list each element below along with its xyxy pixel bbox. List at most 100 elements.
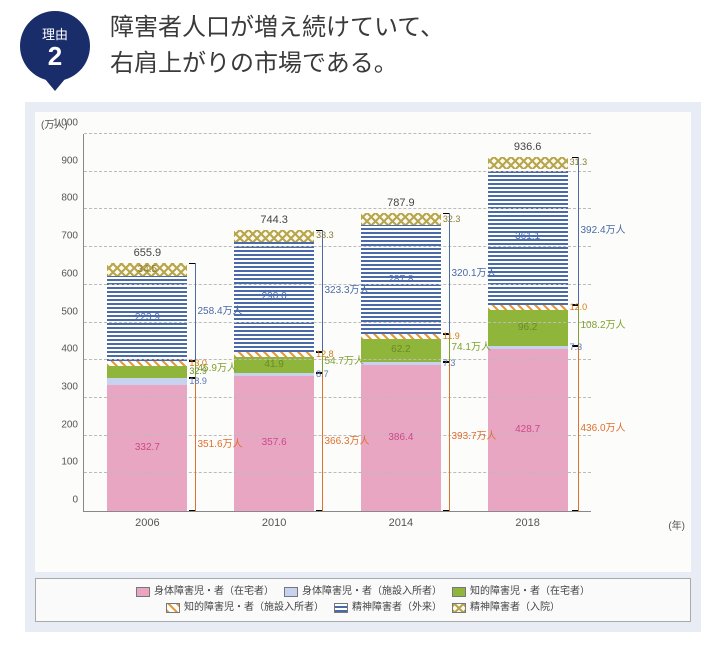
- y-tick: 800: [44, 193, 78, 204]
- callout-label: 258.4万人: [198, 302, 243, 317]
- legend-label: 身体障害児・者（施設入所者）: [302, 584, 442, 600]
- bar-group: 428.77.396.212.0361.131.3936.62018: [488, 157, 568, 511]
- callout-bracket: [190, 378, 196, 511]
- bar-segment-mental_in: 33.3: [234, 230, 314, 243]
- bar-total: 744.3: [260, 214, 288, 226]
- legend-item: 知的障害児・者（在宅者）: [452, 584, 590, 600]
- bar-segment-intel_home: 96.2: [488, 310, 568, 346]
- segment-value: 34.5: [138, 265, 157, 275]
- y-tick: 1,000: [44, 118, 78, 129]
- badge-number: 2: [48, 43, 62, 69]
- callout-label: 320.1万人: [452, 264, 497, 279]
- legend-swatch: [136, 587, 150, 597]
- grid-line: [84, 171, 591, 172]
- callout-bracket: [190, 263, 196, 361]
- x-tick: 2018: [515, 517, 539, 529]
- bar-segment-mental_out: 361.1: [488, 169, 568, 305]
- y-tick: 600: [44, 268, 78, 279]
- legend-label: 身体障害児・者（在宅者）: [154, 584, 274, 600]
- bar-segment-physical_inst: 18.9: [107, 378, 187, 385]
- callout-label: 392.4万人: [581, 221, 626, 236]
- grid-line: [84, 322, 591, 323]
- bar-segment-physical_home: 386.4: [361, 365, 441, 511]
- segment-value: 33.3: [316, 231, 334, 240]
- segment-value: 386.4: [388, 433, 413, 443]
- callout-bracket: [317, 373, 323, 511]
- segment-value: 7.3: [443, 359, 456, 368]
- bar-segment-mental_out: 290.0: [234, 242, 314, 352]
- bar-segment-physical_inst: 7.3: [488, 346, 568, 349]
- x-tick: 2014: [389, 517, 413, 529]
- bar-group: 386.47.362.211.9287.832.3787.92014: [361, 213, 441, 511]
- badge-label: 理由: [42, 24, 68, 43]
- segment-value: 361.1: [515, 232, 540, 242]
- legend-item: 精神障害者（入院）: [452, 600, 560, 616]
- grid-line: [84, 208, 591, 209]
- y-tick: 0: [44, 495, 78, 506]
- title-line-1: 障害者人口が増え続けていて、: [110, 10, 444, 46]
- bar-segment-mental_out: 223.9: [107, 276, 187, 361]
- segment-value: 32.9: [189, 367, 207, 376]
- bar-segment-mental_out: 287.8: [361, 225, 441, 334]
- bar-total: 936.6: [514, 141, 542, 153]
- bar-segment-physical_inst: 7.3: [361, 362, 441, 365]
- reason-badge: 理由 2: [20, 11, 90, 81]
- bar-group: 332.718.932.913.0223.934.5655.92006: [107, 263, 187, 511]
- plot-region: 332.718.932.913.0223.934.5655.92006357.6…: [83, 134, 591, 512]
- bar-segment-intel_inst: 11.9: [361, 334, 441, 338]
- callout-label: 351.6万人: [198, 435, 243, 450]
- y-tick: 200: [44, 419, 78, 430]
- bar-segment-intel_inst: 12.8: [234, 352, 314, 357]
- x-tick: 2010: [262, 517, 286, 529]
- y-tick: 500: [44, 306, 78, 317]
- segment-value: 31.3: [570, 158, 588, 167]
- bar-group: 357.68.741.912.8290.033.3744.32010: [234, 230, 314, 511]
- grid-line: [84, 472, 591, 473]
- grid-line: [84, 246, 591, 247]
- bar-segment-mental_in: 31.3: [488, 157, 568, 169]
- segment-value: 332.7: [135, 443, 160, 453]
- segment-value: 428.7: [515, 425, 540, 435]
- segment-value: 223.9: [135, 313, 160, 323]
- legend-swatch: [284, 587, 298, 597]
- legend-item: 知的障害児・者（施設入所者）: [166, 600, 324, 616]
- callout-label: 323.3万人: [325, 281, 370, 296]
- callout-label: 366.3万人: [325, 432, 370, 447]
- legend-swatch: [334, 603, 348, 613]
- x-axis-label: (年): [668, 517, 685, 532]
- legend-item: 精神障害者（外来）: [334, 600, 442, 616]
- segment-value: 7.3: [570, 343, 583, 352]
- segment-value: 18.9: [189, 377, 207, 386]
- y-tick: 700: [44, 231, 78, 242]
- header: 理由 2 障害者人口が増え続けていて、 右肩上がりの市場である。: [0, 0, 726, 102]
- bar-segment-physical_inst: 8.7: [234, 373, 314, 376]
- legend-swatch: [452, 603, 466, 613]
- callout-bracket: [444, 213, 450, 334]
- bar-segment-physical_home: 332.7: [107, 385, 187, 511]
- page-title: 障害者人口が増え続けていて、 右肩上がりの市場である。: [110, 10, 444, 82]
- segment-value: 8.7: [316, 370, 329, 379]
- bar-segment-intel_home: 32.9: [107, 366, 187, 378]
- segment-value: 11.9: [443, 332, 460, 341]
- grid-line: [84, 133, 591, 134]
- x-tick: 2006: [135, 517, 159, 529]
- chart-panel: (万人) (年) 332.718.932.913.0223.934.5655.9…: [25, 102, 701, 632]
- segment-value: 32.3: [443, 215, 461, 224]
- legend-label: 精神障害者（入院）: [470, 600, 560, 616]
- callout-bracket: [573, 346, 579, 511]
- chart-area: (万人) (年) 332.718.932.913.0223.934.5655.9…: [35, 112, 691, 572]
- callout-label: 108.2万人: [581, 316, 626, 331]
- callout-bracket: [573, 157, 579, 305]
- segment-value: 12.0: [570, 303, 588, 312]
- y-tick: 100: [44, 457, 78, 468]
- bar-segment-mental_in: 34.5: [107, 263, 187, 276]
- segment-value: 96.2: [518, 323, 537, 333]
- legend-swatch: [166, 603, 180, 613]
- segment-value: 41.9: [264, 360, 283, 370]
- callout-label: 393.7万人: [452, 427, 497, 442]
- segment-value: 287.8: [388, 275, 413, 285]
- y-tick: 400: [44, 344, 78, 355]
- callout-label: 436.0万人: [581, 419, 626, 434]
- y-tick: 900: [44, 155, 78, 166]
- segment-value: 357.6: [262, 438, 287, 448]
